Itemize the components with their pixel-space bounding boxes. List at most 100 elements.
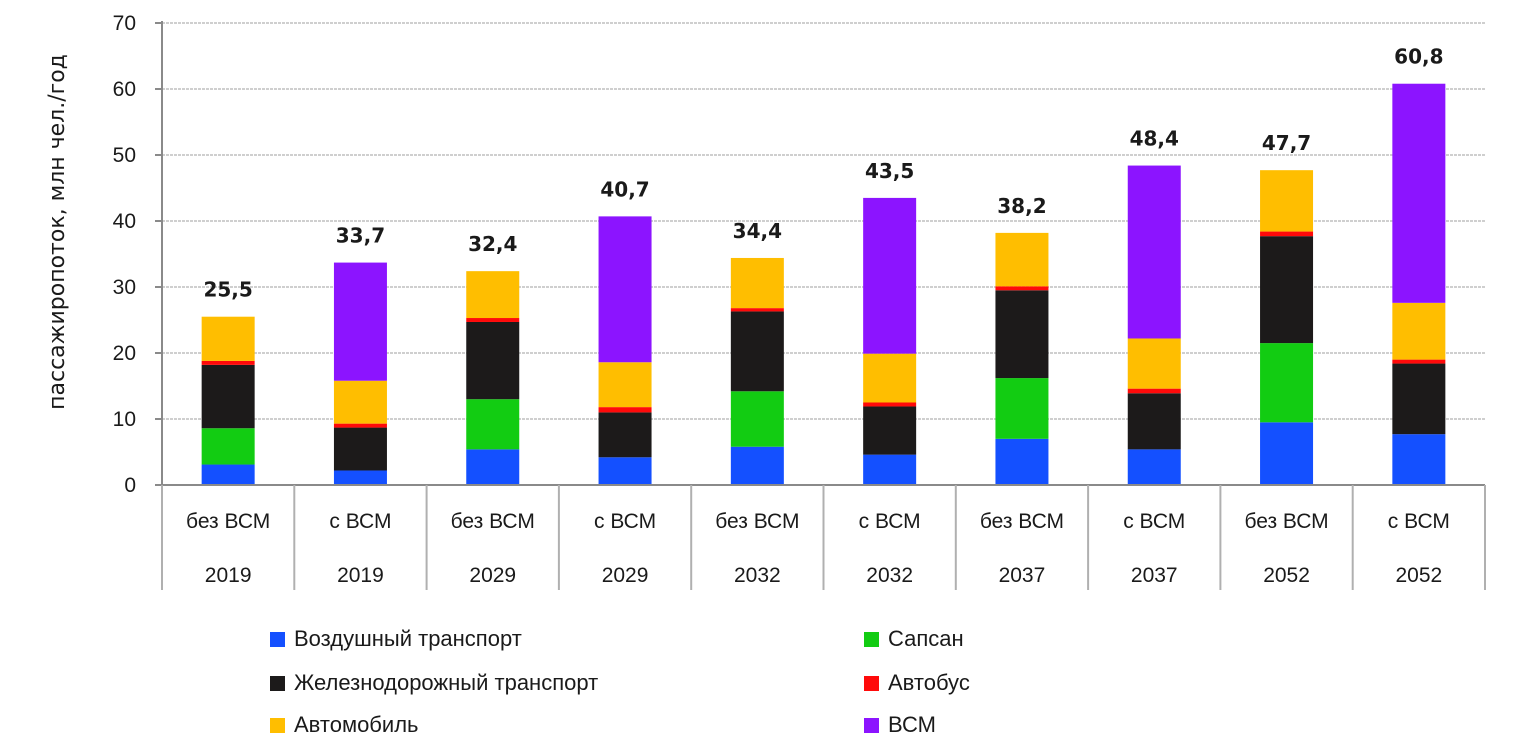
- y-tick-label: 50: [113, 144, 136, 167]
- legend-item-rail: Железнодорожный транспорт: [270, 670, 598, 696]
- bar-segment-4: [598, 362, 652, 408]
- x-category-year: 2052: [1395, 564, 1442, 587]
- x-category-year: 2019: [205, 564, 252, 587]
- bar-segment-3: [201, 360, 255, 365]
- total-labels: 25,5 33,7 32,4 40,7 34,4 43,5 38,2 48,4 47,7 60,8: [203, 45, 1443, 302]
- x-category-scenario: без ВСМ: [451, 510, 535, 533]
- total-label: 40,7: [600, 177, 649, 201]
- legend-swatch-rail: [270, 675, 285, 691]
- bar-segment-3: [1392, 359, 1446, 364]
- y-tick-label: 40: [113, 210, 136, 233]
- bar-segment-1: [466, 399, 520, 450]
- bar-stack: [1392, 83, 1446, 485]
- bar-segment-0: [598, 457, 652, 485]
- bar-segment-0: [730, 446, 784, 485]
- bar-segment-1: [1260, 343, 1314, 423]
- y-tick-label: 20: [113, 342, 136, 365]
- bar-segment-1: [201, 428, 255, 465]
- legend-label: Автобус: [888, 670, 970, 695]
- legend-item-vsm: ВСМ: [864, 712, 936, 738]
- total-label: 47,7: [1262, 131, 1311, 155]
- bar-segment-0: [1260, 422, 1314, 485]
- bar-segment-0: [1392, 434, 1446, 485]
- bar-segment-4: [1260, 170, 1314, 232]
- total-label: 34,4: [733, 219, 782, 243]
- y-tick-label: 60: [113, 78, 136, 101]
- legend-label: ВСМ: [888, 712, 936, 737]
- bar-segment-4: [201, 316, 255, 361]
- bar-segment-5: [333, 262, 387, 381]
- legend-label: Воздушный транспорт: [294, 626, 522, 651]
- stacked-bar-chart: пассажиропоток, млн чел./год 0 10 20 30 40 50…: [45, 12, 1486, 590]
- x-category-scenario: с ВСМ: [1123, 510, 1185, 533]
- bar-segment-0: [995, 438, 1049, 485]
- total-label: 48,4: [1130, 127, 1179, 151]
- bar-stack: [730, 257, 784, 485]
- bar-segment-0: [333, 470, 387, 485]
- bar-segment-3: [598, 407, 652, 413]
- bar-segment-3: [466, 318, 520, 322]
- bar-segment-2: [201, 364, 255, 429]
- bar-segment-2: [466, 321, 520, 400]
- bars: [201, 83, 1446, 485]
- y-axis-title: пассажиропоток, млн чел./год: [45, 54, 70, 410]
- bar-segment-4: [730, 257, 784, 309]
- bar-segment-2: [1392, 363, 1446, 435]
- legend-swatch-car: [270, 717, 285, 733]
- bar-segment-1: [730, 391, 784, 447]
- legend-swatch-air: [270, 631, 285, 647]
- bar-segment-4: [1127, 338, 1181, 389]
- bar-segment-4: [333, 380, 387, 424]
- x-category-year: 2032: [734, 564, 781, 587]
- x-category-year: 2029: [602, 564, 649, 587]
- total-label: 32,4: [468, 232, 517, 256]
- bar-stack: [1127, 165, 1181, 485]
- bar-segment-2: [863, 406, 917, 455]
- total-label: 43,5: [865, 159, 914, 183]
- x-category-scenario: с ВСМ: [859, 510, 921, 533]
- legend-label: Железнодорожный транспорт: [294, 670, 599, 695]
- bar-stack: [598, 216, 652, 485]
- bar-segment-3: [995, 286, 1049, 291]
- y-tick-label: 70: [113, 12, 136, 35]
- bar-stack: [466, 271, 520, 485]
- total-label: 60,8: [1394, 45, 1443, 69]
- bar-segment-3: [333, 423, 387, 428]
- bar-segment-4: [466, 271, 520, 319]
- y-axis-ticks: 0 10 20 30 40 50 60 70: [113, 12, 162, 497]
- legend-label: Автомобиль: [294, 712, 419, 737]
- bar-segment-5: [1392, 83, 1446, 303]
- bar-segment-2: [1260, 236, 1314, 344]
- bar-segment-1: [995, 378, 1049, 439]
- bar-stack: [333, 262, 387, 485]
- legend-item-car: Автомобиль: [270, 712, 419, 738]
- y-tick-label: 30: [113, 276, 136, 299]
- bar-segment-3: [1260, 231, 1314, 237]
- x-category-scenario: без ВСМ: [1244, 510, 1328, 533]
- bar-segment-0: [466, 449, 520, 485]
- bar-segment-3: [863, 402, 917, 407]
- bar-segment-3: [730, 308, 784, 312]
- legend-item-air: Воздушный транспорт: [270, 626, 522, 652]
- x-category-year: 2052: [1263, 564, 1310, 587]
- bar-segment-2: [333, 427, 387, 471]
- x-category-scenario: без ВСМ: [186, 510, 270, 533]
- y-tick-label: 10: [113, 408, 136, 431]
- bar-segment-0: [863, 454, 917, 485]
- bar-stack: [201, 316, 255, 485]
- bar-segment-2: [995, 290, 1049, 379]
- legend-item-bus: Автобус: [864, 670, 970, 696]
- bar-segment-5: [863, 197, 917, 354]
- bar-segment-2: [598, 412, 652, 458]
- bar-segment-5: [1127, 165, 1181, 339]
- x-category-year: 2029: [469, 564, 516, 587]
- x-category-scenario: с ВСМ: [329, 510, 391, 533]
- bar-stack: [863, 197, 917, 485]
- bar-segment-2: [730, 311, 784, 392]
- bar-segment-4: [1392, 302, 1446, 360]
- legend-swatch-vsm: [864, 717, 879, 733]
- x-category-scenario: с ВСМ: [594, 510, 656, 533]
- legend-swatch-sapsan: [864, 631, 879, 647]
- total-label: 38,2: [997, 194, 1046, 218]
- bar-stack: [995, 232, 1049, 485]
